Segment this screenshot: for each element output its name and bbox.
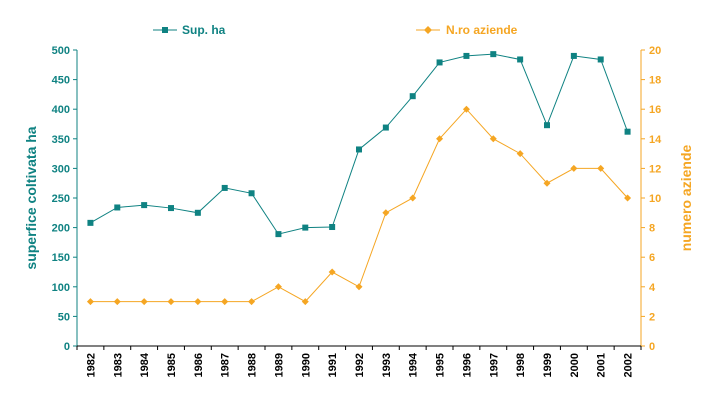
data-point-sup-ha bbox=[302, 224, 309, 231]
data-point-sup-ha bbox=[87, 219, 94, 226]
x-tick-label: 1993 bbox=[381, 353, 393, 377]
legend-label-sup-ha: Sup. ha bbox=[182, 23, 226, 37]
y-left-tick-label: 0 bbox=[64, 341, 70, 353]
x-tick-label: 1984 bbox=[139, 352, 151, 377]
data-point-n-ro-aziende bbox=[516, 150, 524, 158]
y-left-tick-label: 500 bbox=[52, 45, 70, 57]
legend-item-sup-ha: Sup. ha bbox=[153, 23, 226, 37]
y-left-tick-label: 50 bbox=[58, 311, 70, 323]
x-tick-label: 1999 bbox=[542, 353, 554, 377]
y-left-tick-label: 250 bbox=[52, 193, 70, 205]
y-left-axis-title: superfice coltivata ha bbox=[23, 126, 39, 269]
legend: Sup. ha N.ro aziende bbox=[153, 23, 518, 37]
y-right-tick-label: 4 bbox=[649, 282, 656, 294]
y-right-tick-label: 8 bbox=[649, 223, 655, 235]
data-point-sup-ha bbox=[329, 224, 336, 231]
x-tick-label: 1982 bbox=[85, 353, 97, 377]
y-right-tick-label: 18 bbox=[649, 75, 661, 87]
legend-label-n-ro-aziende: N.ro aziende bbox=[446, 23, 518, 37]
legend-marker-n-ro-aziende bbox=[424, 26, 432, 34]
legend-marker-sup-ha bbox=[162, 27, 168, 33]
y-right-tick-label: 0 bbox=[649, 341, 655, 353]
legend-item-n-ro-aziende: N.ro aziende bbox=[416, 23, 518, 37]
plot-area: 0 50 100 150 200 250 300 350 400 450 500 0 2 4 6 8 10 12 1… bbox=[52, 45, 662, 377]
x-tick-label: 1996 bbox=[461, 353, 473, 377]
data-point-n-ro-aziende bbox=[624, 194, 632, 202]
data-point-sup-ha bbox=[221, 184, 228, 191]
y-left-tick-label: 100 bbox=[52, 282, 70, 294]
y-right-tick-label: 2 bbox=[649, 311, 655, 323]
data-point-n-ro-aziende bbox=[436, 135, 444, 143]
data-point-n-ro-aziende bbox=[167, 298, 175, 306]
data-point-sup-ha bbox=[382, 124, 389, 131]
data-point-sup-ha bbox=[275, 231, 282, 238]
data-point-n-ro-aziende bbox=[274, 283, 282, 291]
x-tick-label: 2002 bbox=[623, 353, 635, 377]
y-left-tick-label: 150 bbox=[52, 252, 70, 264]
x-tick-label: 2000 bbox=[569, 353, 581, 377]
data-point-sup-ha bbox=[436, 59, 443, 66]
y-right-tick-label: 14 bbox=[649, 134, 662, 146]
data-point-sup-ha bbox=[570, 52, 577, 59]
x-tick-label: 1985 bbox=[166, 353, 178, 377]
data-point-sup-ha bbox=[194, 209, 201, 216]
x-tick-label: 1987 bbox=[220, 353, 232, 377]
y-left-tick-label: 400 bbox=[52, 104, 70, 116]
data-point-n-ro-aziende bbox=[328, 268, 336, 276]
y-right-tick-label: 12 bbox=[649, 163, 661, 175]
data-point-n-ro-aziende bbox=[221, 298, 229, 306]
data-point-sup-ha bbox=[517, 56, 524, 63]
y-left-tick-label: 200 bbox=[52, 223, 70, 235]
x-tick-label: 1986 bbox=[193, 353, 205, 377]
data-point-n-ro-aziende bbox=[489, 135, 497, 143]
x-tick-label: 1991 bbox=[327, 353, 339, 377]
data-point-n-ro-aziende bbox=[543, 179, 551, 187]
data-point-n-ro-aziende bbox=[248, 298, 256, 306]
data-point-sup-ha bbox=[463, 52, 470, 59]
data-point-n-ro-aziende bbox=[86, 298, 94, 306]
data-point-n-ro-aziende bbox=[409, 194, 417, 202]
data-point-sup-ha bbox=[356, 146, 362, 153]
data-point-n-ro-aziende bbox=[113, 298, 121, 306]
y-left-tick-label: 300 bbox=[52, 163, 70, 175]
data-point-n-ro-aziende bbox=[194, 298, 202, 306]
x-tick-label: 1990 bbox=[300, 353, 312, 377]
data-point-sup-ha bbox=[248, 190, 255, 197]
data-point-n-ro-aziende bbox=[462, 105, 470, 113]
data-point-sup-ha bbox=[114, 204, 121, 211]
y-left-tick-label: 350 bbox=[52, 134, 70, 146]
data-point-sup-ha bbox=[409, 93, 416, 100]
x-tick-label: 1983 bbox=[112, 353, 124, 377]
x-tick-label: 1995 bbox=[435, 353, 447, 377]
data-point-sup-ha bbox=[544, 122, 550, 129]
x-tick-label: 1992 bbox=[354, 353, 366, 377]
data-point-sup-ha bbox=[141, 202, 148, 209]
x-tick-label: 2001 bbox=[596, 353, 608, 377]
y-right-tick-label: 16 bbox=[649, 104, 661, 116]
data-point-n-ro-aziende bbox=[597, 164, 605, 172]
y-right-axis-title: numero aziende bbox=[678, 145, 694, 252]
y-left-tick-label: 450 bbox=[52, 75, 70, 87]
data-point-n-ro-aziende bbox=[570, 164, 578, 172]
x-tick-label: 1994 bbox=[408, 352, 420, 377]
data-point-n-ro-aziende bbox=[382, 209, 390, 217]
x-tick-label: 1988 bbox=[247, 353, 259, 377]
data-point-n-ro-aziende bbox=[140, 298, 148, 306]
x-tick-label: 1998 bbox=[515, 353, 527, 377]
data-point-n-ro-aziende bbox=[301, 298, 309, 306]
data-point-sup-ha bbox=[490, 51, 497, 58]
x-tick-label: 1997 bbox=[488, 353, 500, 377]
y-right-tick-label: 6 bbox=[649, 252, 655, 264]
x-tick-label: 1989 bbox=[273, 353, 285, 377]
y-right-tick-label: 10 bbox=[649, 193, 661, 205]
data-point-n-ro-aziende bbox=[355, 283, 363, 291]
data-point-sup-ha bbox=[168, 205, 174, 212]
data-point-sup-ha bbox=[597, 56, 604, 63]
y-right-tick-label: 20 bbox=[649, 45, 661, 57]
data-point-sup-ha bbox=[624, 128, 631, 135]
